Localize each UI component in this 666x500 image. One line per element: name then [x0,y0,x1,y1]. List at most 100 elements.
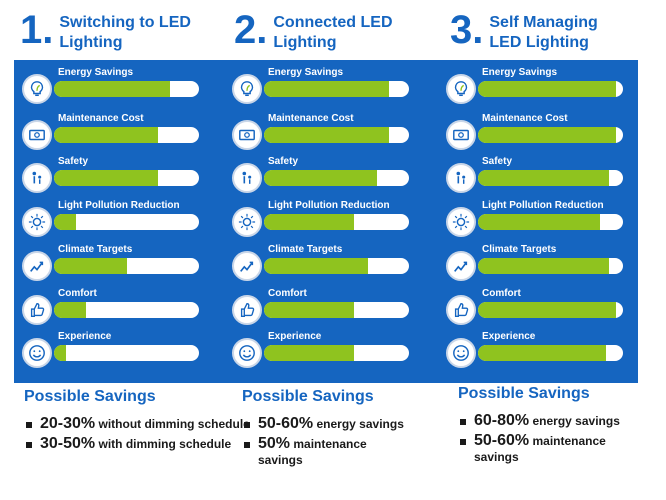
metric-bar-fill [264,258,369,274]
column-title: Self Managing LED Lighting [489,13,597,53]
metric-label: Energy Savings [58,67,134,78]
metric-row: Energy Savings [446,67,626,108]
metric-bar-track [478,258,623,274]
column-title: Connected LED Lighting [273,13,392,53]
metric-label: Light Pollution Reduction [268,200,390,211]
metric-row: Climate Targets [446,244,626,285]
savings-heading: Possible Savings [242,388,374,405]
bulb-rays-icon [232,207,262,237]
thumbs-up-icon [232,295,262,325]
metric-bar-fill [54,302,86,318]
metric-label: Energy Savings [482,67,558,78]
metric-bar-fill [478,170,609,186]
metric-row: Light Pollution Reduction [446,200,626,241]
metric-bar-track [54,81,199,97]
metric-bar-fill [478,302,616,318]
column-2-header: 2. Connected LED Lighting [234,10,393,58]
savings-desc: maintenance savings [258,437,367,467]
savings-percent: 50-60% [474,432,530,449]
metric-bar-track [478,170,623,186]
column-2-savings: Possible Savings 50-60% energy savings 5… [242,388,412,472]
bulb-rays-icon [22,207,52,237]
number-dot: . [256,8,268,52]
savings-percent: 60-80% [474,412,530,429]
metric-label: Light Pollution Reduction [482,200,604,211]
savings-desc: maintenance savings [474,434,606,464]
metric-bar-fill [54,214,76,230]
bulb-rays-icon [446,207,476,237]
savings-item: 50-60% maintenance savings [458,433,638,465]
climate-icon [22,251,52,281]
metric-bar-track [264,345,409,361]
metric-bar-track [54,214,199,230]
metric-bar-fill [54,81,170,97]
metric-row: Maintenance Cost [232,113,412,154]
metric-bar-track [264,170,409,186]
metric-row: Energy Savings [22,67,202,108]
savings-percent: 30-50% [40,435,96,452]
column-1-savings: Possible Savings 20-30% without dimming … [24,388,250,456]
metric-bar-track [264,258,409,274]
metric-bar-fill [54,170,159,186]
savings-desc: energy savings [529,414,620,428]
metric-row: Climate Targets [22,244,202,285]
metric-label: Energy Savings [268,67,344,78]
metric-label: Light Pollution Reduction [58,200,180,211]
savings-desc: energy savings [313,417,404,431]
metric-bar-track [478,81,623,97]
metrics-panel: Energy Savings Maintenance Cost Safety Ligh… [14,60,638,383]
column-title-line1: Switching to LED [59,14,191,31]
metric-bar-fill [264,302,354,318]
metric-bar-track [54,170,199,186]
metric-bar-fill [264,81,389,97]
column-title-line2: Lighting [273,34,337,51]
metric-row: Comfort [446,288,626,329]
column-title-line2: LED Lighting [489,34,589,51]
metric-bar-fill [264,214,354,230]
metric-row: Energy Savings [232,67,412,108]
people-icon [446,163,476,193]
column-title-line1: Connected LED [273,14,393,31]
metric-row: Maintenance Cost [22,113,202,154]
metric-bar-track [264,302,409,318]
metric-label: Maintenance Cost [482,113,568,124]
metric-bar-fill [478,127,616,143]
metric-bar-track [478,214,623,230]
metric-bar-track [54,302,199,318]
column-number: 1 [20,8,43,52]
metric-label: Safety [482,156,513,167]
lightbulb-leaf-icon [232,74,262,104]
metric-row: Safety [446,156,626,197]
smiley-icon [232,338,262,368]
people-icon [22,163,52,193]
lightbulb-leaf-icon [22,74,52,104]
metric-row: Climate Targets [232,244,412,285]
metric-bar-fill [478,81,616,97]
number-dot: . [42,8,54,52]
savings-item: 60-80% energy savings [458,413,638,429]
column-1-header: 1. Switching to LED Lighting [20,10,191,58]
metric-bar-fill [54,127,159,143]
column-3-savings: Possible Savings 60-80% energy savings 5… [458,385,638,469]
metric-label: Comfort [482,288,521,299]
metric-bar-fill [264,127,389,143]
metric-row: Light Pollution Reduction [232,200,412,241]
metric-label: Climate Targets [58,244,133,255]
metric-row: Experience [22,331,202,372]
money-icon [232,120,262,150]
lightbulb-leaf-icon [446,74,476,104]
metric-label: Experience [482,331,536,342]
metric-label: Experience [268,331,322,342]
column-title-line1: Self Managing [489,14,598,31]
metric-bar-track [54,258,199,274]
metric-row: Safety [232,156,412,197]
savings-desc: without dimming schedule [95,417,250,431]
savings-item: 50% maintenance savings [242,436,412,468]
metric-row: Experience [232,331,412,372]
savings-desc: with dimming schedule [95,437,232,451]
metric-label: Climate Targets [268,244,343,255]
metric-row: Comfort [232,288,412,329]
metric-bar-fill [54,345,66,361]
metric-bar-fill [478,214,600,230]
metric-label: Maintenance Cost [268,113,354,124]
